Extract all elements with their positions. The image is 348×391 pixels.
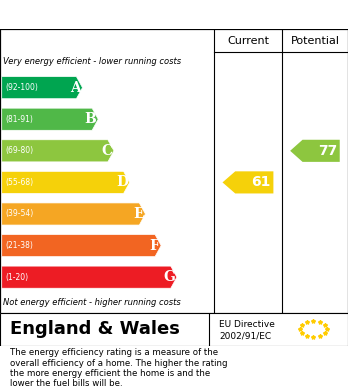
- Polygon shape: [222, 171, 274, 194]
- Text: 77: 77: [318, 144, 337, 158]
- Polygon shape: [2, 235, 161, 256]
- Polygon shape: [2, 77, 82, 99]
- Text: (69-80): (69-80): [5, 146, 33, 155]
- Text: B: B: [85, 112, 96, 126]
- Text: Very energy efficient - lower running costs: Very energy efficient - lower running co…: [3, 57, 182, 66]
- Text: Energy Efficiency Rating: Energy Efficiency Rating: [59, 5, 289, 24]
- Polygon shape: [2, 108, 98, 130]
- Text: E: E: [133, 207, 144, 221]
- Text: C: C: [101, 144, 112, 158]
- Polygon shape: [2, 266, 177, 288]
- Polygon shape: [2, 140, 114, 162]
- Text: D: D: [116, 176, 128, 189]
- Text: England & Wales: England & Wales: [10, 320, 180, 339]
- Text: G: G: [163, 270, 175, 284]
- Text: (81-91): (81-91): [5, 115, 33, 124]
- Text: Not energy efficient - higher running costs: Not energy efficient - higher running co…: [3, 298, 181, 307]
- Text: Potential: Potential: [291, 36, 339, 46]
- Text: 2002/91/EC: 2002/91/EC: [219, 332, 271, 341]
- Text: 61: 61: [251, 176, 270, 189]
- Text: Current: Current: [227, 36, 269, 46]
- Text: (21-38): (21-38): [5, 241, 33, 250]
- Text: A: A: [70, 81, 81, 95]
- Polygon shape: [2, 203, 145, 225]
- Text: (55-68): (55-68): [5, 178, 33, 187]
- Text: F: F: [150, 239, 159, 253]
- Text: (39-54): (39-54): [5, 210, 33, 219]
- Text: (1-20): (1-20): [5, 273, 28, 282]
- Text: EU Directive: EU Directive: [219, 320, 275, 329]
- Polygon shape: [290, 140, 340, 162]
- Text: The energy efficiency rating is a measure of the
overall efficiency of a home. T: The energy efficiency rating is a measur…: [10, 348, 228, 389]
- Text: (92-100): (92-100): [5, 83, 38, 92]
- Polygon shape: [2, 171, 130, 194]
